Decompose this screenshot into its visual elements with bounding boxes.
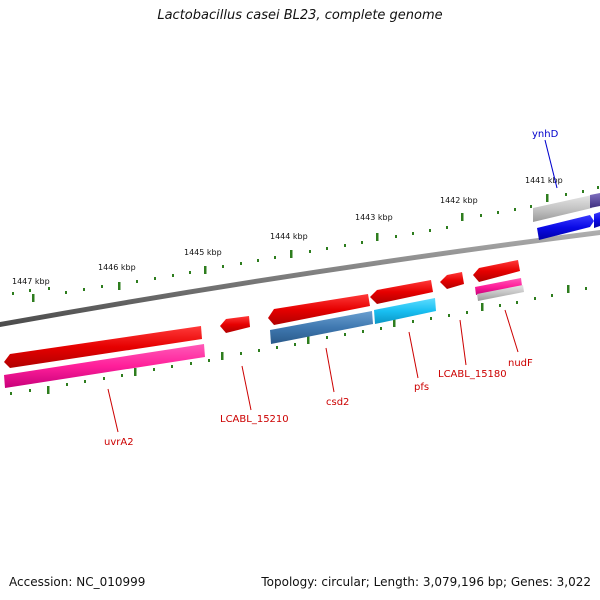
gene-label-nudF[interactable]: nudF xyxy=(508,358,533,369)
scale-label: 1447 kbp xyxy=(12,277,50,286)
gene-label-LCABL_15180[interactable]: LCABL_15180 xyxy=(438,369,507,380)
gene-label-csd2[interactable]: csd2 xyxy=(326,397,349,408)
genome-backbone xyxy=(0,230,600,327)
scale-label: 1443 kbp xyxy=(355,213,393,222)
map-title: Lactobacillus casei BL23, complete genom… xyxy=(157,8,443,23)
accession-text: Accession: NC_010999 xyxy=(9,575,146,589)
cds-feature-uvrA2-lane2[interactable] xyxy=(4,344,205,388)
cds-feature[interactable] xyxy=(533,195,592,222)
label-leaders xyxy=(107,139,558,433)
scale-label: 1446 kbp xyxy=(98,263,136,272)
scale-label: 1442 kbp xyxy=(440,196,478,205)
gene-label-LCABL_15210[interactable]: LCABL_15210 xyxy=(220,414,289,425)
gene-label-ynhD[interactable]: ynhD xyxy=(532,129,559,140)
cds-feature[interactable] xyxy=(594,212,600,228)
outer-scale-ticks xyxy=(12,186,599,302)
cds-feature-pfs-lane2[interactable] xyxy=(374,298,436,324)
gene-label-uvrA2[interactable]: uvrA2 xyxy=(104,437,134,448)
scale-label: 1444 kbp xyxy=(270,232,308,241)
cds-feature-LCABL_15210[interactable] xyxy=(220,316,250,333)
cds-feature-nudF-lane2[interactable] xyxy=(475,278,522,295)
scale-label: 1441 kbp xyxy=(525,176,563,185)
cds-feature-csd2-lane2[interactable] xyxy=(270,311,373,344)
genome-summary-text: Topology: circular; Length: 3,079,196 bp… xyxy=(261,575,591,589)
cds-feature-uvrA2[interactable] xyxy=(4,326,202,368)
gene-label-pfs[interactable]: pfs xyxy=(414,382,429,393)
cds-feature[interactable] xyxy=(590,193,600,208)
cds-feature-nudF-lane3[interactable] xyxy=(477,285,524,301)
inner-scale-ticks xyxy=(10,285,587,395)
cds-feature-pfs[interactable] xyxy=(370,280,433,304)
scale-label: 1445 kbp xyxy=(184,248,222,257)
cds-feature-csd2[interactable] xyxy=(268,294,370,325)
cds-feature-nudF[interactable] xyxy=(473,260,520,282)
cds-feature-LCABL_15180[interactable] xyxy=(440,272,464,289)
cds-feature[interactable] xyxy=(537,215,594,240)
